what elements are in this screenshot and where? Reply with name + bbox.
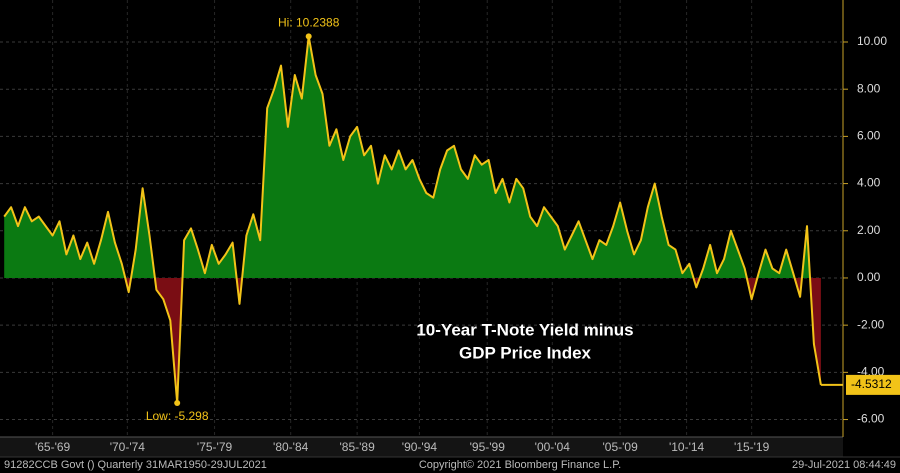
x-tick-label: '70-'74	[110, 440, 146, 454]
x-tick-label: '00-'04	[535, 440, 571, 454]
y-tick-label: 0.00	[857, 270, 881, 284]
area-negative	[125, 277, 821, 403]
y-tick-label: 4.00	[857, 176, 881, 190]
low-point	[174, 399, 181, 406]
y-tick-label: 6.00	[857, 129, 881, 143]
footer-center: Copyright© 2021 Bloomberg Finance L.P.	[419, 459, 621, 471]
y-tick-label: -2.00	[857, 317, 885, 331]
x-tick-label: '85-'89	[339, 440, 375, 454]
hi-label: Hi: 10.2388	[278, 16, 340, 30]
last-value-label: -4.5312	[851, 377, 892, 391]
hi-point	[305, 33, 312, 40]
x-tick-label: '95-'99	[470, 440, 506, 454]
x-tick-label: '90-'94	[402, 440, 438, 454]
x-tick-label: '65-'69	[35, 440, 71, 454]
y-tick-label: 10.00	[857, 34, 887, 48]
x-tick-label: '05-'09	[602, 440, 638, 454]
y-tick-label: 2.00	[857, 223, 881, 237]
y-tick-label: 8.00	[857, 81, 881, 95]
footer-right: 29-Jul-2021 08:44:49	[792, 459, 896, 471]
y-tick-label: -6.00	[857, 412, 885, 426]
x-tick-label: '80-'84	[273, 440, 309, 454]
x-tick-label: '10-'14	[669, 440, 705, 454]
x-tick-label: '75-'79	[197, 440, 233, 454]
line	[3, 35, 822, 404]
low-label: Low: -5.298	[146, 409, 209, 423]
annotation: GDP Price Index	[459, 343, 592, 362]
annotation: 10-Year T-Note Yield minus	[416, 320, 633, 339]
last-value-box	[846, 374, 900, 395]
footer-left: 91282CCB Govt () Quarterly 31MAR1950-29J…	[4, 459, 267, 471]
x-axis-band	[0, 437, 843, 457]
x-tick-label: '15-'19	[734, 440, 770, 454]
